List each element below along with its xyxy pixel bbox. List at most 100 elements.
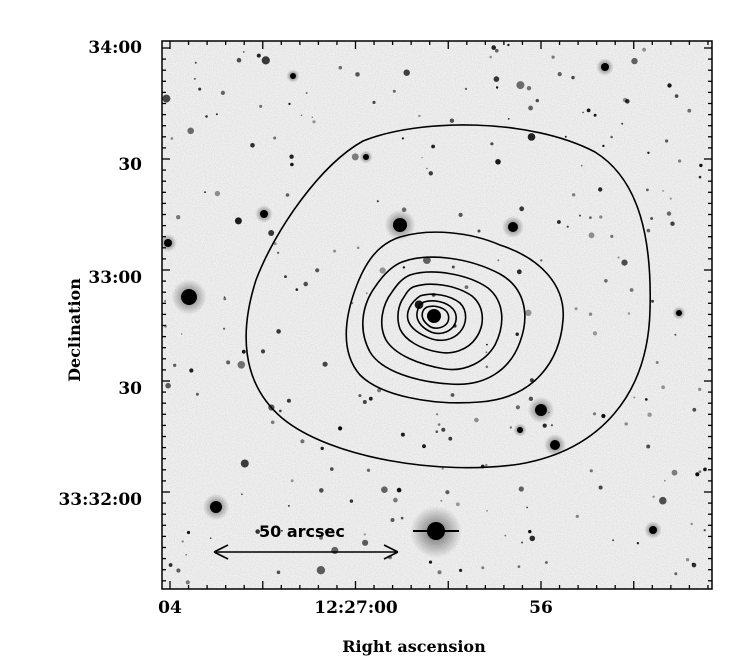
star (664, 479, 666, 482)
star (351, 153, 359, 161)
star (655, 361, 659, 364)
contour-level-3 (362, 256, 526, 386)
scale-bar: 50 arcsec (213, 522, 399, 560)
star (604, 279, 608, 283)
star (290, 162, 294, 167)
star (435, 430, 439, 434)
star (402, 266, 406, 269)
star (646, 444, 651, 449)
star (599, 215, 603, 219)
star (495, 48, 499, 53)
star (279, 409, 282, 413)
star (312, 120, 316, 124)
star (589, 469, 593, 473)
star (627, 312, 631, 315)
star (566, 225, 569, 228)
star (181, 540, 184, 543)
star (168, 563, 173, 567)
star (516, 81, 525, 90)
star (236, 57, 242, 63)
star (610, 234, 614, 238)
contour-level-2 (345, 231, 564, 404)
y-tick-label-4: 30 (118, 379, 142, 399)
star (223, 296, 226, 298)
bright-star (410, 506, 462, 558)
star (319, 488, 324, 493)
star (390, 518, 395, 522)
star (330, 467, 334, 471)
star (372, 100, 376, 104)
star (381, 486, 388, 494)
star (602, 144, 605, 148)
star (311, 116, 314, 118)
star (592, 331, 598, 336)
star (241, 349, 246, 354)
star (557, 220, 561, 224)
star (363, 533, 366, 536)
star (436, 413, 439, 416)
star (571, 75, 575, 80)
star (666, 211, 672, 216)
bright-star-spot (210, 501, 222, 513)
star (349, 499, 354, 503)
star (176, 215, 181, 220)
star (195, 392, 199, 396)
star (674, 94, 679, 98)
contour-level-4 (380, 271, 503, 371)
star (437, 423, 441, 426)
star (574, 307, 578, 311)
star (509, 426, 512, 429)
star (193, 77, 196, 80)
star (400, 432, 405, 437)
star (586, 108, 591, 113)
star (423, 256, 431, 264)
star (289, 154, 294, 159)
star (486, 343, 488, 346)
star (699, 163, 703, 168)
star (647, 412, 652, 417)
star (521, 541, 523, 544)
star (593, 113, 597, 117)
star (428, 171, 433, 176)
star (550, 424, 554, 427)
star (495, 159, 501, 165)
star (481, 566, 485, 570)
star (305, 92, 308, 94)
star (642, 47, 646, 52)
star (356, 246, 360, 250)
contour-level-8 (421, 305, 450, 329)
star (176, 568, 181, 573)
star (241, 493, 243, 496)
star (379, 267, 386, 274)
star (636, 542, 640, 545)
star (650, 217, 653, 220)
star (185, 580, 190, 585)
star (237, 361, 246, 369)
star (592, 412, 597, 416)
star (256, 53, 261, 58)
star (392, 89, 396, 93)
star (180, 333, 183, 335)
star (288, 102, 291, 106)
x-axis-label: Right ascension (342, 637, 486, 656)
star (645, 398, 648, 401)
star (621, 259, 628, 266)
star (400, 516, 404, 520)
star (692, 407, 697, 412)
star (422, 444, 426, 449)
star (588, 312, 593, 316)
star (540, 259, 543, 262)
star (368, 396, 373, 401)
contour-level-5 (397, 283, 484, 354)
star (324, 529, 330, 534)
star (333, 249, 337, 253)
star (703, 529, 706, 532)
bright-star-spot (290, 73, 296, 79)
star (273, 136, 277, 140)
star (687, 108, 692, 113)
star (629, 288, 634, 292)
bright-star-spot (508, 222, 518, 232)
y-axis-label: Declination (65, 278, 84, 382)
star (474, 417, 479, 423)
